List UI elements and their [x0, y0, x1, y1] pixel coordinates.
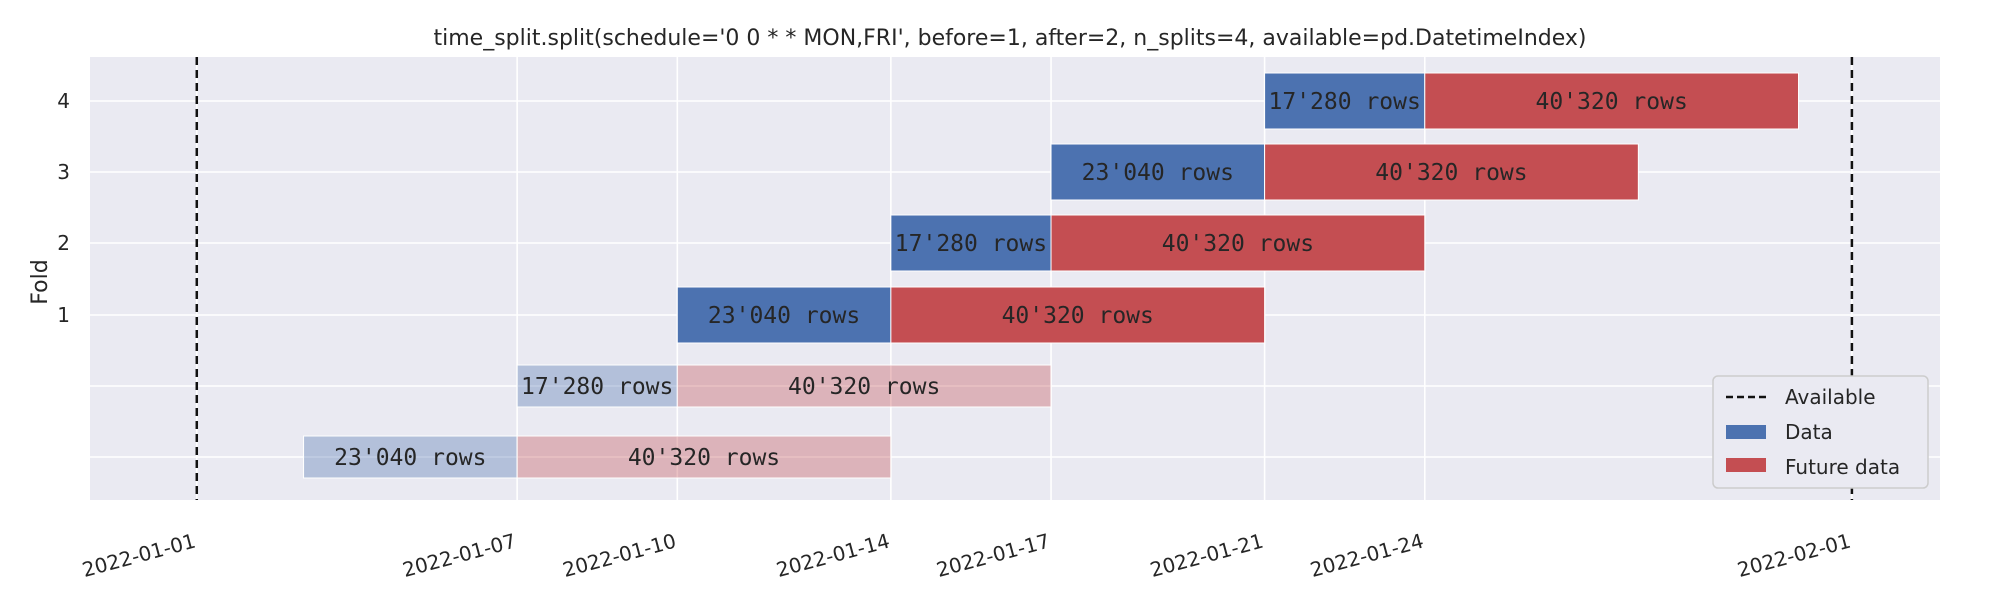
- x-tick-label: 2022-01-01: [80, 529, 198, 582]
- x-tick-label: 2022-02-01: [1735, 529, 1853, 582]
- data-bar-label: 17'280 rows: [521, 374, 673, 400]
- bar-labels: 23'040 rows 40'320 rows 17'280 rows 40'320 …: [334, 89, 1688, 471]
- y-tick-label: 2: [57, 231, 70, 255]
- data-bar: [303, 435, 518, 479]
- future-data-bar: [676, 364, 1052, 408]
- data-bar-label: 23'040 rows: [1082, 160, 1234, 186]
- future-data-bar-label: 40'320 rows: [1162, 231, 1314, 257]
- future-data-bar-label: 40'320 rows: [1375, 160, 1527, 186]
- data-bar: [890, 214, 1052, 272]
- legend-future-label: Future data: [1785, 455, 1900, 479]
- y-axis-ticks: 1 2 3 4: [57, 89, 70, 327]
- fold-bars: [303, 72, 1800, 479]
- future-data-bar: [1050, 214, 1426, 272]
- future-data-bar: [1424, 72, 1800, 130]
- future-data-bar: [1264, 143, 1639, 201]
- data-bar-label: 17'280 rows: [1269, 89, 1421, 115]
- future-data-bar: [516, 435, 892, 479]
- y-tick-label: 1: [57, 303, 70, 327]
- legend: Available Data Future data: [1712, 375, 1929, 489]
- future-data-bar-label: 40'320 rows: [788, 374, 940, 400]
- y-tick-label: 4: [57, 89, 70, 113]
- future-data-bar-label: 40'320 rows: [628, 445, 780, 471]
- y-axis-label: Fold: [28, 259, 53, 304]
- data-bar-label: 17'280 rows: [895, 231, 1047, 257]
- x-tick-label: 2022-01-14: [774, 529, 892, 582]
- future-data-bar-label: 40'320 rows: [1002, 303, 1154, 329]
- data-bar-label: 23'040 rows: [334, 445, 486, 471]
- y-tick-label: 3: [57, 160, 70, 184]
- x-tick-label: 2022-01-21: [1147, 529, 1265, 582]
- legend-data-swatch: [1726, 425, 1766, 439]
- legend-future-swatch: [1726, 458, 1766, 472]
- data-bar-label: 23'040 rows: [708, 303, 860, 329]
- legend-available-label: Available: [1785, 385, 1876, 409]
- plot-area: [90, 57, 1940, 500]
- data-bar: [1264, 72, 1426, 130]
- x-tick-label: 2022-01-24: [1308, 529, 1426, 582]
- x-tick-label: 2022-01-17: [934, 529, 1052, 582]
- future-data-bar: [890, 286, 1266, 344]
- future-data-bar-label: 40'320 rows: [1535, 89, 1687, 115]
- data-bar: [1050, 143, 1266, 201]
- x-tick-label: 2022-01-07: [400, 529, 518, 582]
- x-axis-ticks: 2022-01-01 2022-01-07 2022-01-10 2022-01-14…: [80, 529, 1854, 582]
- legend-box: [1712, 375, 1929, 489]
- chart-title: time_split.split(schedule='0 0 * * MON,F…: [434, 26, 1587, 51]
- data-bar: [516, 364, 678, 408]
- x-tick-label: 2022-01-10: [560, 529, 678, 582]
- legend-data-label: Data: [1785, 420, 1833, 444]
